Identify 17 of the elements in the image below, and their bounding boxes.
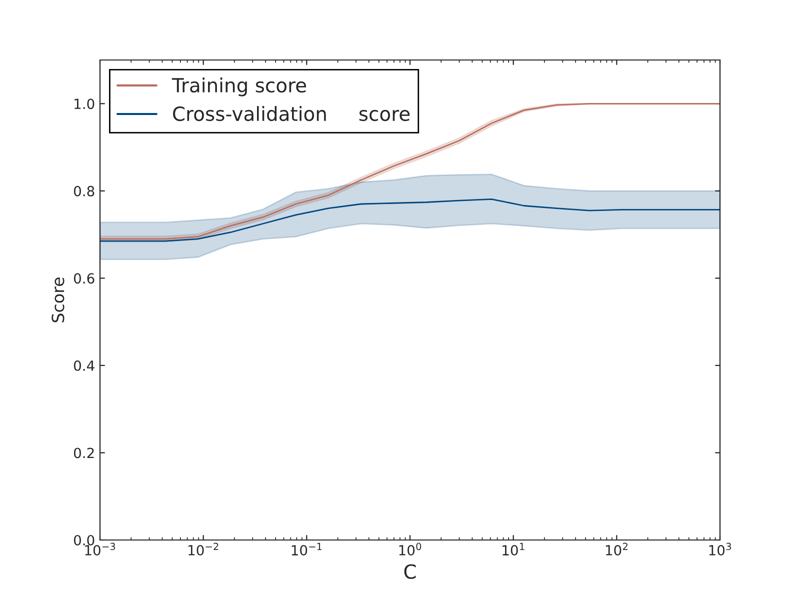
x-tick-label: 10$^{0}$ — [399, 542, 422, 556]
x-tick-label: 10$^{2}$ — [606, 542, 628, 556]
y-tick-label: 0.8 — [74, 186, 94, 196]
y-tick-label: 1.0 — [74, 98, 94, 110]
y-tick-label: 0.4 — [74, 360, 94, 371]
legend-label: Cross-validation score — [173, 106, 410, 122]
legend-label: Training score — [172, 78, 306, 96]
y-tick-label: 0.0 — [74, 534, 94, 546]
x-axis-title: C — [404, 564, 416, 579]
x-tick-label: 10$^{3}$ — [709, 542, 731, 556]
x-tick-label: 10$^{−1}$ — [292, 542, 322, 556]
x-tick-label: 10$^{1}$ — [502, 542, 524, 556]
line-series — [100, 198, 720, 242]
y-tick-label: 0.2 — [74, 448, 94, 458]
y-tick-label: 0.6 — [74, 273, 94, 284]
y-axis-title: Score — [52, 278, 64, 322]
x-tick-label: 10$^{−2}$ — [188, 542, 218, 556]
